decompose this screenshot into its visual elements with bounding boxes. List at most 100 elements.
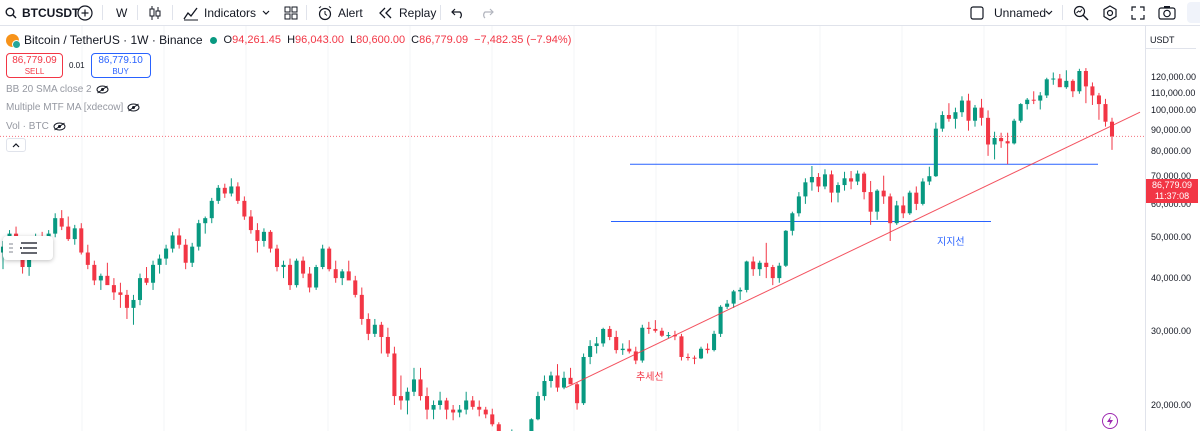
object-tree-panel[interactable] <box>3 236 53 260</box>
lightning-button[interactable] <box>1102 413 1118 429</box>
buy-button[interactable]: 86,779.10 BUY <box>90 53 151 78</box>
candle-body <box>751 261 756 270</box>
eye-hidden-icon[interactable] <box>53 122 66 131</box>
candle-body <box>738 289 743 292</box>
snapshot-button[interactable] <box>1158 0 1176 25</box>
candle-body <box>418 379 423 397</box>
change-value: −7,482.35 (−7.94%) <box>474 34 572 46</box>
chart-type-button[interactable] <box>148 0 162 25</box>
fullscreen-button[interactable] <box>1131 0 1145 25</box>
quick-search-button[interactable] <box>1073 0 1089 25</box>
candle-body <box>379 324 384 337</box>
indicators-button[interactable]: Indicators <box>183 0 256 25</box>
symbol-name: BTCUSDT <box>22 5 80 20</box>
candle-body <box>92 264 97 281</box>
candle-body <box>920 181 925 204</box>
indicator-bb[interactable]: BB 20 SMA close 2 <box>6 84 109 95</box>
candle-body <box>770 267 775 279</box>
candle-body <box>98 275 103 281</box>
candle-body <box>1057 78 1062 88</box>
candle-body <box>986 117 991 145</box>
layout-dropdown[interactable] <box>1045 0 1053 25</box>
sell-label: SELL <box>24 67 45 76</box>
candle-body <box>320 248 325 268</box>
candle-body <box>620 348 625 351</box>
candle-body <box>333 269 338 279</box>
candle-body <box>1018 104 1023 121</box>
candle-body <box>1083 70 1088 87</box>
toolbar-border <box>0 25 1200 26</box>
support-annotation[interactable]: 지지선 <box>937 237 965 249</box>
collapse-legend-button[interactable] <box>6 138 26 152</box>
candle-body <box>164 248 169 259</box>
candle-body <box>1031 99 1036 101</box>
candle-body <box>209 200 214 219</box>
checkbox-icon <box>970 5 984 20</box>
settings-button[interactable] <box>1102 0 1118 25</box>
candle-body <box>868 192 873 212</box>
legend-title[interactable]: Bitcoin / TetherUS · 1W · Binance <box>24 33 203 47</box>
candle-body <box>953 112 958 119</box>
candle-body <box>725 303 730 307</box>
candle-body <box>144 278 149 283</box>
interval-button[interactable]: W <box>116 0 127 25</box>
candle-body <box>1064 80 1069 88</box>
redo-button[interactable] <box>480 0 494 25</box>
candle-body <box>85 252 90 265</box>
layout-checkbox[interactable] <box>970 0 984 25</box>
candle-body <box>803 182 808 197</box>
undo-button[interactable] <box>451 0 465 25</box>
candle-body <box>353 280 358 295</box>
search-icon <box>5 7 17 18</box>
templates-button[interactable] <box>284 0 298 25</box>
camera-icon <box>1158 6 1176 20</box>
replay-button[interactable]: Replay <box>378 0 436 25</box>
price-chart[interactable] <box>0 26 1146 431</box>
toolbar-divider <box>137 5 138 20</box>
symbol-search[interactable]: BTCUSDT <box>5 0 79 25</box>
candle-body <box>431 405 436 410</box>
sell-button[interactable]: 86,779.09 SELL <box>6 53 63 78</box>
candle-body <box>627 348 632 352</box>
indicator-mtf-ma[interactable]: Multiple MTF MA [xdecow] <box>6 102 140 113</box>
magnifier-chart-icon <box>1073 5 1089 20</box>
drag-handle-icon[interactable] <box>9 243 13 253</box>
indicator-volume[interactable]: Vol · BTC <box>6 121 66 132</box>
candle-body <box>888 196 893 224</box>
candle-body <box>790 213 795 231</box>
candle-body <box>849 178 854 182</box>
candle-body <box>346 271 351 281</box>
candle-body <box>1103 104 1108 122</box>
candle-body <box>1090 86 1095 96</box>
candle-body <box>796 196 801 214</box>
fullscreen-icon <box>1131 5 1145 20</box>
candle-body <box>535 396 540 420</box>
candle-body <box>614 336 619 351</box>
candle-body <box>274 248 280 268</box>
price-axis-tick: 50,000.00 <box>1151 232 1192 243</box>
buy-price: 86,779.10 <box>98 55 143 66</box>
indicators-dropdown[interactable] <box>262 0 270 25</box>
candle-body <box>170 235 175 249</box>
price-axis-tick: 90,000.00 <box>1151 124 1192 135</box>
chart-grid <box>81 26 1067 431</box>
eye-hidden-icon[interactable] <box>127 103 140 112</box>
lightning-icon <box>1107 416 1113 426</box>
toolbar-divider <box>172 5 173 20</box>
publish-button[interactable] <box>1187 0 1200 25</box>
candle-body <box>294 260 299 286</box>
price-axis-tick: 80,000.00 <box>1151 146 1192 157</box>
candlesticks <box>0 68 1115 431</box>
eye-hidden-icon[interactable] <box>96 85 109 94</box>
trendline-annotation[interactable]: 추세선 <box>636 371 664 383</box>
candle-body <box>392 353 397 397</box>
candle-body <box>425 396 430 410</box>
alert-button[interactable]: Alert <box>317 0 363 25</box>
compare-button[interactable] <box>77 0 93 25</box>
candle-body <box>444 400 449 410</box>
currency-selector[interactable]: USDT <box>1146 33 1196 49</box>
candle-body <box>1012 120 1017 144</box>
candle-body <box>203 218 208 224</box>
layout-name-button[interactable]: Unnamed <box>994 0 1046 25</box>
top-toolbar: BTCUSDT W Indicators Alert Replay Unname… <box>0 0 1200 25</box>
